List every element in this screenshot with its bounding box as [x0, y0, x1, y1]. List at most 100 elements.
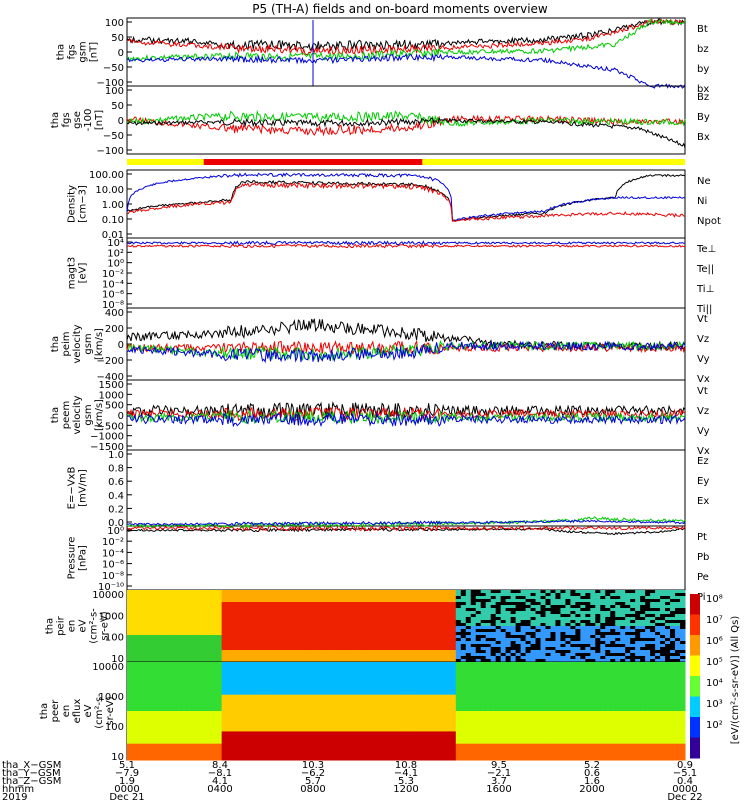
spectro-cell [136, 614, 143, 618]
spectro-cell [131, 641, 138, 645]
spectro-cell [495, 659, 502, 663]
spectro-cell [181, 647, 188, 651]
spectro-cell [625, 593, 631, 597]
spectro-cell [221, 666, 228, 671]
spectro-cell [420, 682, 427, 688]
spectro-cell [605, 629, 611, 633]
spectro-cell [276, 596, 282, 600]
spectro-cell [176, 678, 183, 683]
spectro-cell [396, 638, 402, 642]
spectro-cell [351, 602, 357, 606]
spectro-cell [525, 662, 532, 667]
spectro-cell [445, 602, 452, 606]
spectro-cell [430, 711, 437, 716]
spectro-cell [196, 653, 203, 657]
spectro-cell [595, 659, 601, 663]
spectro-cell [381, 596, 387, 600]
spectro-cell [605, 617, 611, 621]
spectro-cell [366, 626, 372, 630]
spectro-cell [530, 602, 537, 606]
y-tick-label: 0 [118, 48, 124, 59]
spectro-cell [665, 602, 671, 606]
spectro-cell [520, 638, 527, 642]
spectro-cell [371, 653, 377, 657]
spectro-cell [181, 659, 188, 663]
spectro-cell [425, 602, 432, 606]
spectro-cell [266, 743, 272, 749]
spectro-cell [515, 611, 522, 615]
spectro-cell [435, 715, 442, 720]
spectro-cell [286, 670, 292, 675]
spectro-cell [530, 605, 537, 609]
spectro-cell [331, 719, 337, 724]
spectro-cell [640, 650, 646, 654]
spectro-cell [271, 674, 277, 679]
spectro-cell [495, 739, 502, 745]
spectro-cell [500, 706, 507, 712]
spectro-cell [510, 706, 517, 712]
spectro-cell [406, 656, 412, 660]
spectro-cell [146, 653, 153, 657]
spectro-cell [445, 632, 452, 636]
spectro-cell [241, 694, 248, 700]
spectro-cell [296, 647, 302, 651]
spectro-cell [500, 596, 507, 600]
spectro-cell [127, 590, 133, 594]
spectro-cell [286, 638, 292, 642]
spectro-cell [361, 662, 367, 667]
spectro-cell [341, 641, 347, 645]
spectro-cell [376, 590, 382, 594]
spectro-cell [475, 614, 482, 618]
spectro-cell [166, 743, 173, 749]
spectro-cell [530, 614, 537, 618]
spectro-cell [545, 698, 551, 704]
spectro-cell [346, 641, 352, 645]
spectro-cell [630, 599, 636, 603]
spectro-cell [206, 650, 213, 654]
spectro-cell [560, 614, 566, 618]
spectro-cell [176, 632, 183, 636]
spectro-cell [271, 711, 277, 716]
spectro-cell [615, 623, 621, 627]
spectro-cell [401, 723, 407, 728]
spectro-cell [241, 747, 248, 753]
spectro-cell [271, 678, 277, 683]
spectro-cell [555, 670, 561, 675]
spectro-cell [176, 617, 183, 621]
spectro-cell [620, 656, 626, 660]
spectro-cell [316, 620, 322, 624]
spectro-cell [296, 723, 302, 728]
spectro-cell [191, 751, 198, 757]
spectro-cell [555, 739, 561, 745]
spectro-cell [655, 647, 661, 651]
spectro-cell [515, 670, 522, 675]
spectro-cell [191, 650, 198, 654]
spectro-cell [570, 659, 576, 663]
spectro-cell [181, 596, 188, 600]
spectro-cell [480, 629, 487, 633]
spectro-cell [131, 614, 138, 618]
spectro-cell [256, 727, 263, 732]
spectro-cell [321, 650, 327, 654]
spectro-cell [465, 641, 472, 645]
spectro-cell [281, 755, 287, 761]
spectro-cell [321, 674, 327, 679]
spectro-cell [141, 674, 148, 679]
spectro-cell [550, 656, 556, 660]
spectro-cell [505, 670, 512, 675]
spectro-cell [565, 647, 571, 651]
spectro-cell [465, 686, 472, 692]
spectro-cell [241, 626, 248, 630]
panel-frame [126, 237, 686, 309]
spectro-cell [226, 617, 233, 621]
spectro-cell [356, 611, 362, 615]
spectro-cell [570, 620, 576, 624]
spectro-cell [445, 698, 452, 704]
spectro-cell [236, 614, 243, 618]
spectro-cell [515, 602, 522, 606]
spectro-cell [241, 644, 248, 648]
spectro-cell [445, 629, 452, 633]
spectro-cell [660, 590, 666, 594]
spectro-cell [445, 653, 452, 657]
spectro-cell [490, 723, 497, 728]
